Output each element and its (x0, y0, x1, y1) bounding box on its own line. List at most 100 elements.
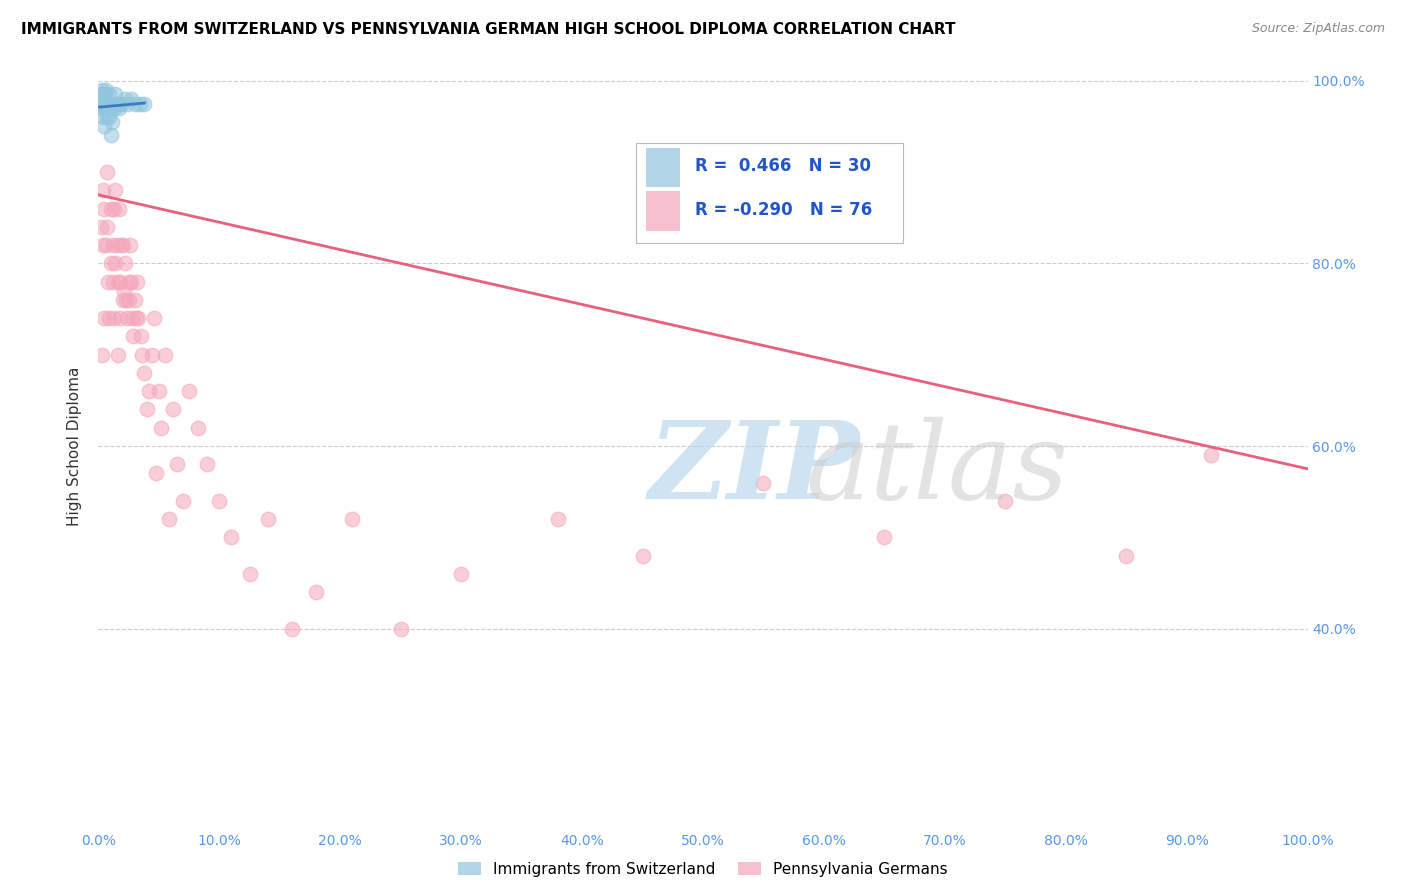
Point (221, 530, 243, 544)
Point (117, 311, 139, 326)
Point (101, 275, 124, 289)
Point (101, 96, 124, 111)
Point (89, 96, 111, 111)
Point (118, 238, 141, 252)
Point (93, 120, 115, 134)
Point (134, 366, 156, 380)
Point (114, 92, 136, 106)
Point (110, 96, 132, 111)
Point (121, 311, 143, 326)
Point (120, 92, 142, 106)
Point (148, 384, 170, 399)
Point (103, 202, 125, 216)
Point (187, 421, 209, 435)
Text: R = -0.290   N = 76: R = -0.290 N = 76 (695, 202, 872, 219)
Point (117, 96, 139, 111)
Point (108, 311, 131, 326)
Point (125, 311, 148, 326)
Point (107, 275, 129, 289)
Point (98, 110, 121, 124)
Point (96, 219, 118, 234)
Point (114, 256, 136, 270)
Point (128, 96, 150, 111)
Point (100, 115, 122, 129)
Point (135, 402, 157, 417)
Point (631, 549, 654, 563)
Point (90, 87, 112, 102)
Point (115, 293, 138, 307)
Point (111, 293, 134, 307)
Point (145, 467, 167, 481)
Point (108, 101, 131, 115)
Point (104, 256, 127, 270)
Y-axis label: High School Diploma: High School Diploma (67, 367, 83, 525)
Point (153, 348, 176, 362)
Point (1115, 549, 1137, 563)
Point (110, 238, 132, 252)
Point (342, 512, 364, 526)
Point (166, 457, 188, 471)
Point (994, 493, 1017, 508)
Point (120, 275, 142, 289)
Point (124, 293, 146, 307)
Point (90, 219, 112, 234)
Point (111, 238, 134, 252)
Point (103, 311, 125, 326)
Point (131, 348, 153, 362)
Text: ZIP: ZIP (648, 416, 860, 522)
Point (134, 96, 156, 111)
Point (94, 83, 117, 97)
Point (107, 96, 129, 111)
Point (93, 101, 115, 115)
Point (118, 293, 141, 307)
Point (93, 87, 115, 102)
Point (100, 101, 122, 115)
Point (94, 238, 117, 252)
Point (127, 311, 149, 326)
Point (172, 493, 194, 508)
Point (195, 457, 218, 471)
Point (305, 585, 328, 599)
Point (118, 275, 141, 289)
Text: Source: ZipAtlas.com: Source: ZipAtlas.com (1251, 22, 1385, 36)
Point (91, 96, 114, 111)
Legend: Immigrants from Switzerland, Pennsylvania Germans: Immigrants from Switzerland, Pennsylvani… (450, 854, 956, 884)
Point (752, 475, 775, 490)
Point (208, 493, 231, 508)
Point (1199, 448, 1222, 462)
Point (91, 101, 114, 115)
Point (97, 101, 120, 115)
Point (93, 311, 115, 326)
Point (256, 512, 278, 526)
Bar (647, 191, 681, 231)
Point (450, 566, 472, 581)
Point (179, 384, 201, 399)
Point (91, 238, 114, 252)
Point (108, 275, 131, 289)
Point (93, 202, 115, 216)
FancyBboxPatch shape (637, 143, 903, 243)
Point (150, 421, 173, 435)
Point (91, 110, 114, 124)
Point (91, 183, 114, 197)
Point (108, 202, 131, 216)
Point (96, 110, 118, 124)
Point (104, 87, 127, 102)
Point (101, 238, 124, 252)
Point (281, 622, 304, 636)
Point (162, 402, 184, 417)
Point (141, 348, 163, 362)
Point (100, 202, 122, 216)
Text: R =  0.466   N = 30: R = 0.466 N = 30 (695, 157, 870, 175)
Point (96, 165, 118, 179)
Point (124, 96, 146, 111)
Point (547, 512, 569, 526)
Point (239, 566, 262, 581)
Point (104, 183, 127, 197)
Point (98, 311, 121, 326)
Point (100, 128, 122, 143)
Point (98, 87, 121, 102)
Point (91, 348, 114, 362)
Point (103, 101, 125, 115)
Text: atlas: atlas (806, 417, 1069, 522)
